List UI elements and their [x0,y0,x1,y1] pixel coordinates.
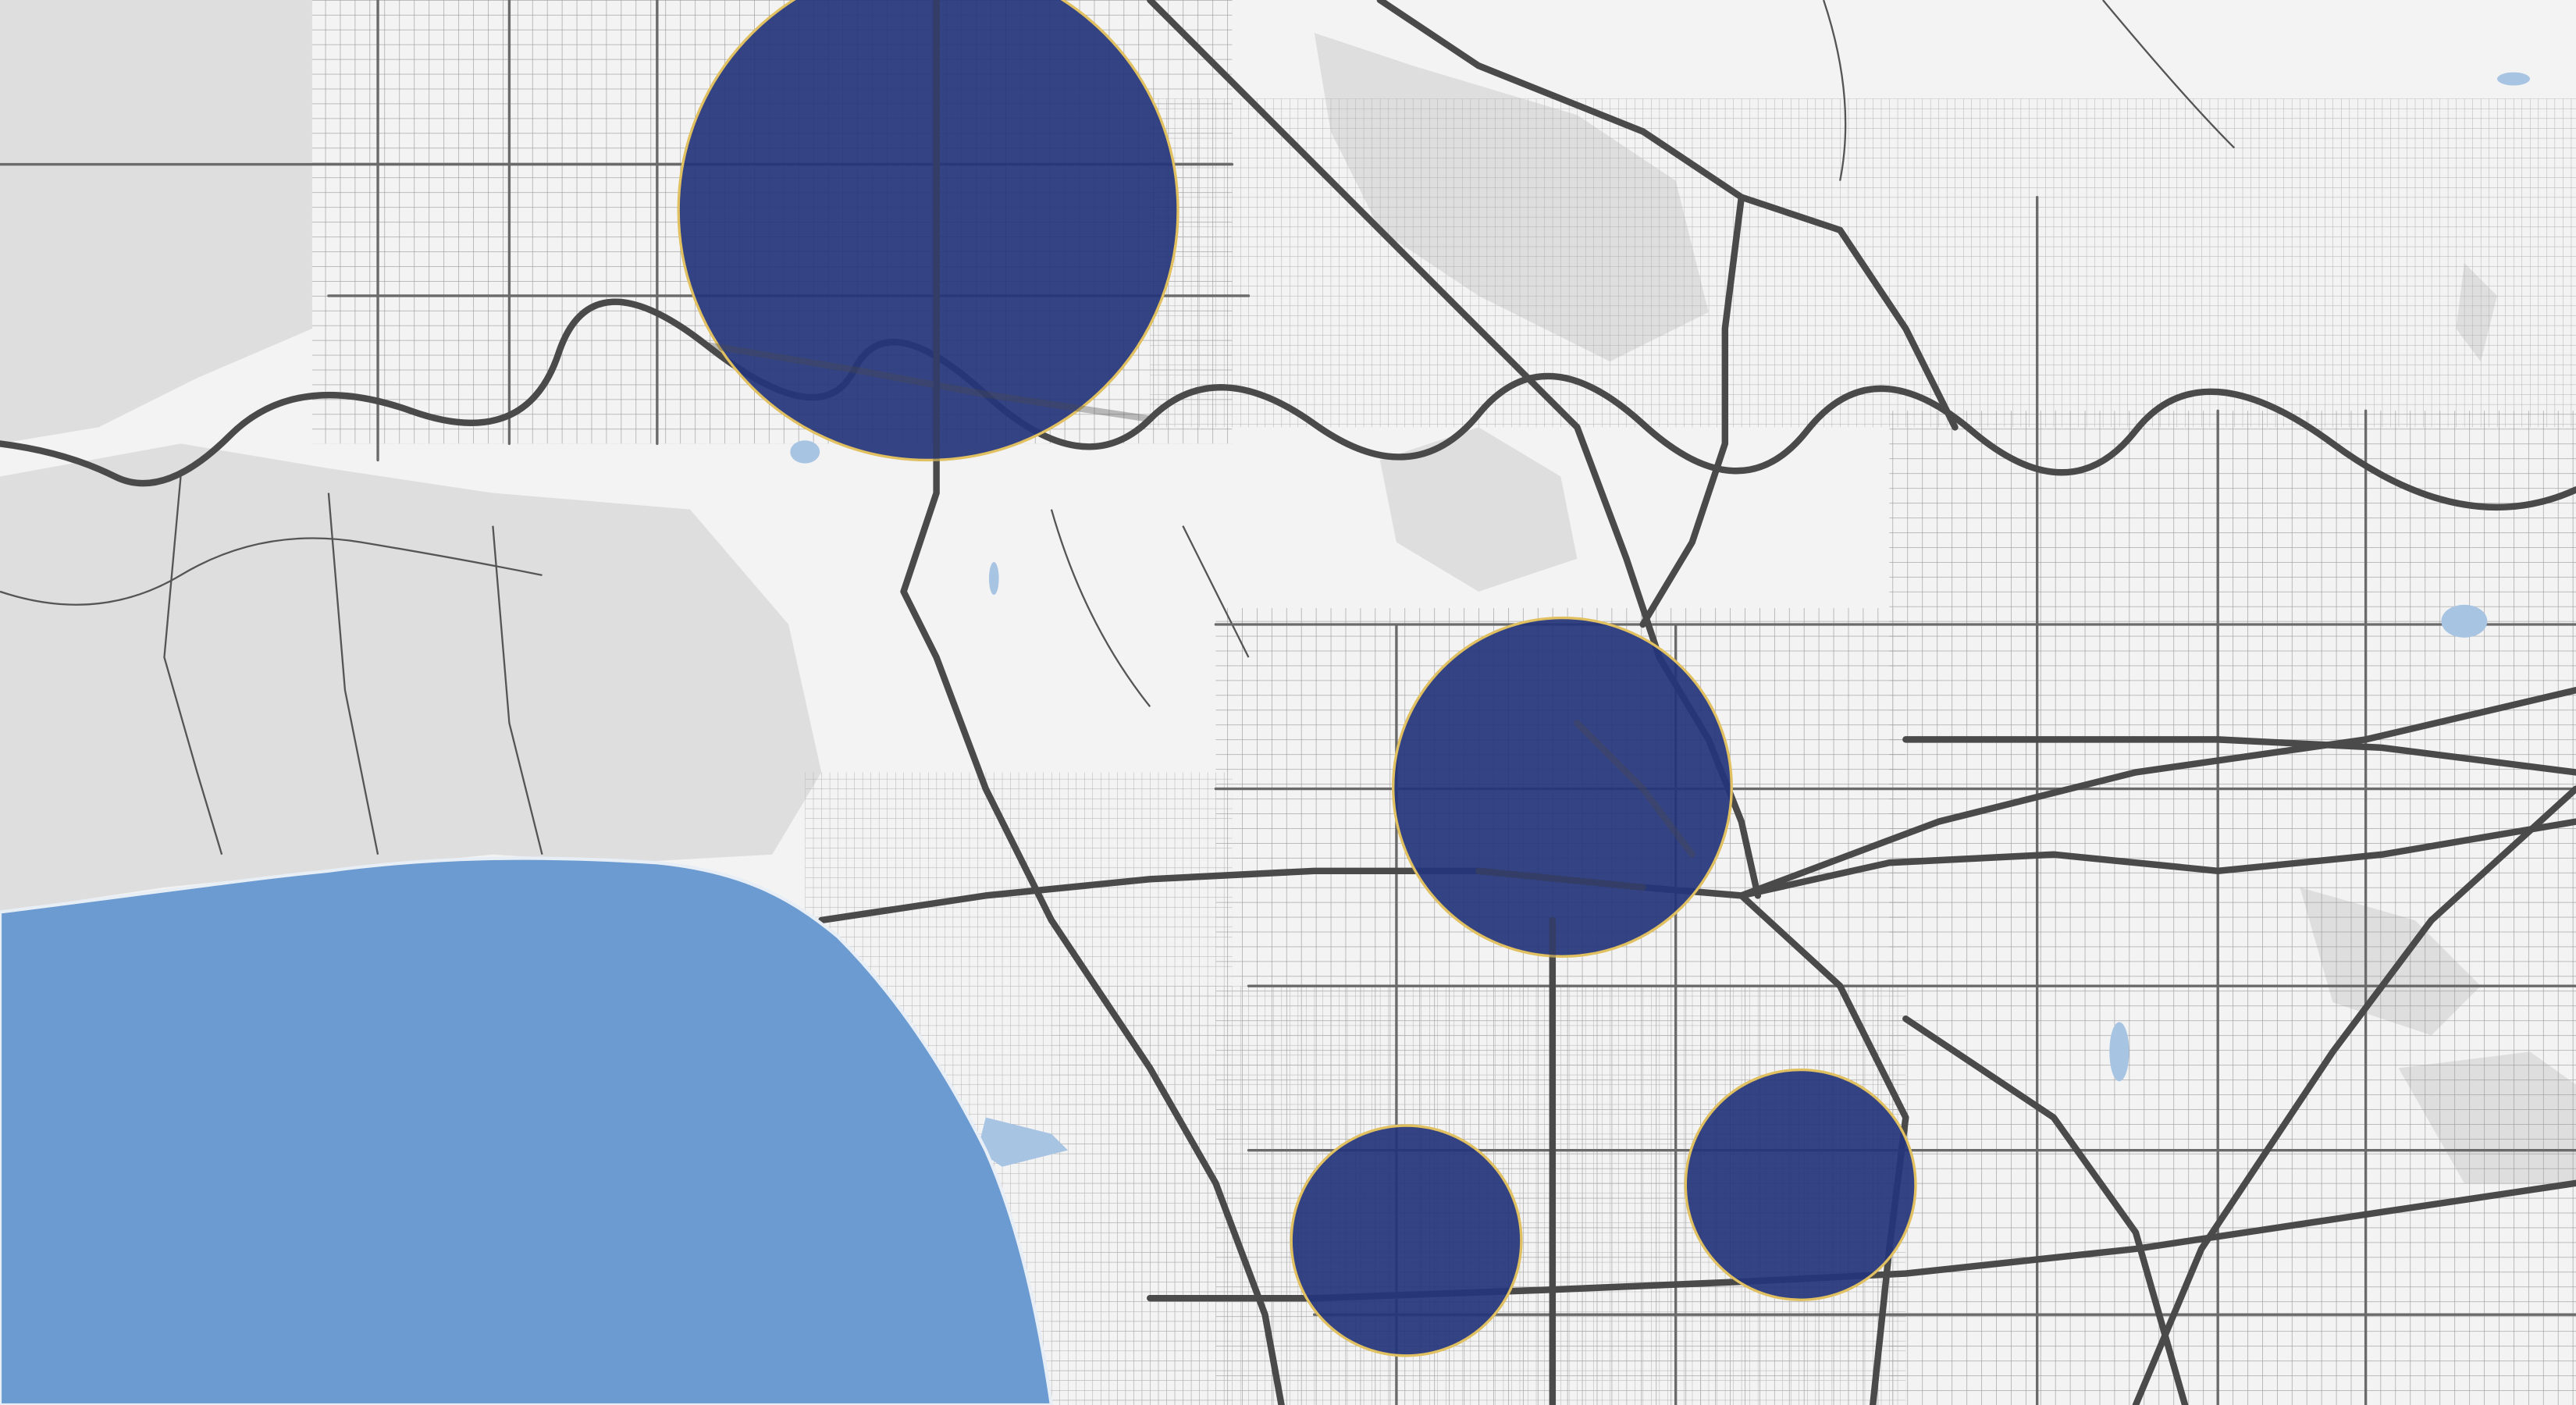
marker-overlay-roads [703,0,1695,1405]
marker [1290,1124,1523,1357]
marker [1684,1068,1917,1301]
markers [677,0,1917,1357]
lakes [790,72,2531,1167]
street-grid [311,0,2576,1405]
ocean [0,856,1054,1405]
local-roads [0,0,2236,855]
marker [1392,616,1733,958]
marker [677,0,1179,462]
